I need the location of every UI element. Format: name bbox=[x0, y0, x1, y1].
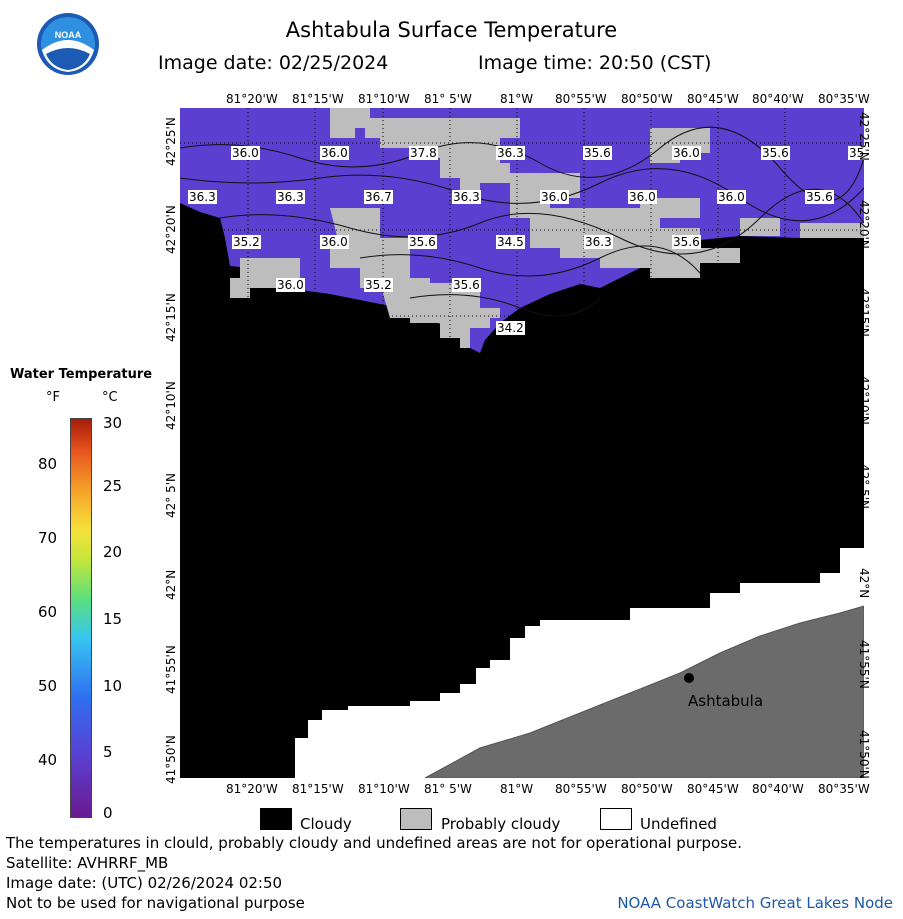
image-time: Image time: 20:50 (CST) bbox=[478, 52, 712, 74]
temp-label: 35.6 bbox=[761, 146, 790, 160]
svg-text:NOAA: NOAA bbox=[55, 30, 82, 40]
cloudy-label: Cloudy bbox=[300, 815, 352, 833]
lon-tick: 81° 5'W bbox=[424, 782, 472, 796]
probably-cloudy-swatch bbox=[400, 808, 432, 830]
lat-tick: 42°15'N bbox=[857, 288, 871, 337]
lon-tick: 81°15'W bbox=[292, 92, 344, 106]
legend-title: Water Temperature bbox=[10, 367, 153, 382]
temp-label: 36.0 bbox=[320, 235, 349, 249]
lat-tick: 42°N bbox=[164, 569, 178, 600]
lon-tick: 80°45'W bbox=[687, 782, 739, 796]
undefined-label: Undefined bbox=[640, 815, 717, 833]
lat-tick: 41°55'N bbox=[164, 645, 178, 694]
lat-tick: 41°50'N bbox=[164, 735, 178, 784]
color-scale bbox=[70, 418, 92, 818]
temp-label: 35 bbox=[848, 146, 866, 160]
temp-label: 34.5 bbox=[496, 235, 525, 249]
undefined-swatch bbox=[600, 808, 632, 830]
lat-tick: 41°55'N bbox=[857, 640, 871, 689]
land-area bbox=[424, 605, 864, 778]
lon-tick: 81°W bbox=[500, 782, 534, 796]
probably-cloudy-label: Probably cloudy bbox=[441, 815, 561, 833]
legend-c-unit: °C bbox=[102, 390, 118, 405]
legend-c-value: 20 bbox=[103, 543, 123, 561]
lat-tick: 42°20'N bbox=[857, 200, 871, 249]
water-area bbox=[180, 108, 864, 353]
footer-utc-date: Image date: (UTC) 02/26/2024 02:50 bbox=[6, 874, 283, 892]
temp-label: 36.0 bbox=[231, 146, 260, 160]
temp-label: 35.6 bbox=[805, 190, 834, 204]
temp-label: 35.2 bbox=[364, 278, 393, 292]
footer-navigation-note: Not to be used for navigational purpose bbox=[6, 894, 305, 912]
lon-tick: 80°40'W bbox=[752, 782, 804, 796]
map-title: Ashtabula Surface Temperature bbox=[285, 18, 618, 42]
legend-f-value: 60 bbox=[38, 603, 58, 621]
lat-tick: 42° 5'N bbox=[164, 473, 178, 518]
noaa-logo: NOAA bbox=[37, 13, 99, 75]
lon-tick: 81°20'W bbox=[226, 92, 278, 106]
legend-f-value: 50 bbox=[38, 677, 58, 695]
temp-label: 36.3 bbox=[584, 235, 613, 249]
lon-tick: 80°55'W bbox=[555, 92, 607, 106]
temp-label: 36.7 bbox=[364, 190, 393, 204]
temp-label: 35.6 bbox=[583, 146, 612, 160]
legend-c-value: 25 bbox=[103, 477, 123, 495]
lat-tick: 42°25'N bbox=[164, 117, 178, 166]
temp-label: 36.0 bbox=[540, 190, 569, 204]
credit-text: NOAA CoastWatch Great Lakes Node bbox=[617, 894, 893, 912]
temp-label: 35.6 bbox=[408, 235, 437, 249]
city-label: Ashtabula bbox=[688, 692, 764, 710]
lon-tick: 80°45'W bbox=[687, 92, 739, 106]
temp-label: 37.8 bbox=[409, 146, 438, 160]
lat-tick: 42°15'N bbox=[164, 293, 178, 342]
temp-label: 36.0 bbox=[320, 146, 349, 160]
lon-tick: 80°55'W bbox=[555, 782, 607, 796]
temp-label: 36.0 bbox=[717, 190, 746, 204]
temp-label: 35.6 bbox=[452, 278, 481, 292]
lon-tick: 80°35'W bbox=[818, 782, 870, 796]
lon-tick: 81°W bbox=[500, 92, 534, 106]
legend-f-value: 80 bbox=[38, 455, 58, 473]
lon-tick: 81°15'W bbox=[292, 782, 344, 796]
lon-tick: 80°50'W bbox=[621, 92, 673, 106]
legend-c-value: 15 bbox=[103, 610, 123, 628]
legend-c-value: 0 bbox=[103, 804, 113, 822]
temp-label: 36.3 bbox=[276, 190, 305, 204]
temp-label: 34.2 bbox=[496, 321, 525, 335]
image-date: Image date: 02/25/2024 bbox=[158, 52, 389, 74]
lon-tick: 81° 5'W bbox=[424, 92, 472, 106]
lon-tick: 80°50'W bbox=[621, 782, 673, 796]
lat-tick: 42°25'N bbox=[857, 112, 871, 161]
temp-label: 36.3 bbox=[496, 146, 525, 160]
footer-disclaimer: The temperatures in clould, probably clo… bbox=[6, 834, 743, 852]
temp-label: 36.3 bbox=[452, 190, 481, 204]
city-marker bbox=[684, 673, 694, 683]
legend-f-value: 40 bbox=[38, 751, 58, 769]
temp-label: 35.2 bbox=[232, 235, 261, 249]
lat-tick: 42°10'N bbox=[857, 376, 871, 425]
legend-c-value: 5 bbox=[103, 743, 113, 761]
lat-tick: 42° 5'N bbox=[857, 464, 871, 509]
temp-label: 36.0 bbox=[276, 278, 305, 292]
footer-satellite: Satellite: AVHRRF_MB bbox=[6, 854, 169, 872]
lat-tick: 42°20'N bbox=[164, 205, 178, 254]
lon-tick: 81°10'W bbox=[358, 782, 410, 796]
temp-label: 36.3 bbox=[188, 190, 217, 204]
lon-tick: 80°35'W bbox=[818, 92, 870, 106]
temp-label: 36.0 bbox=[628, 190, 657, 204]
legend-c-value: 30 bbox=[103, 414, 123, 432]
lat-tick: 41°50'N bbox=[857, 730, 871, 779]
temperature-map bbox=[180, 108, 864, 778]
lon-tick: 81°20'W bbox=[226, 782, 278, 796]
legend-c-value: 10 bbox=[103, 677, 123, 695]
temp-label: 36.0 bbox=[672, 146, 701, 160]
lon-tick: 80°40'W bbox=[752, 92, 804, 106]
temp-label: 35.6 bbox=[672, 235, 701, 249]
lat-tick: 42°N bbox=[857, 568, 871, 599]
cloudy-swatch bbox=[260, 808, 292, 830]
legend-f-unit: °F bbox=[46, 390, 60, 405]
lon-tick: 81°10'W bbox=[358, 92, 410, 106]
legend-f-value: 70 bbox=[38, 529, 58, 547]
lat-tick: 42°10'N bbox=[164, 381, 178, 430]
